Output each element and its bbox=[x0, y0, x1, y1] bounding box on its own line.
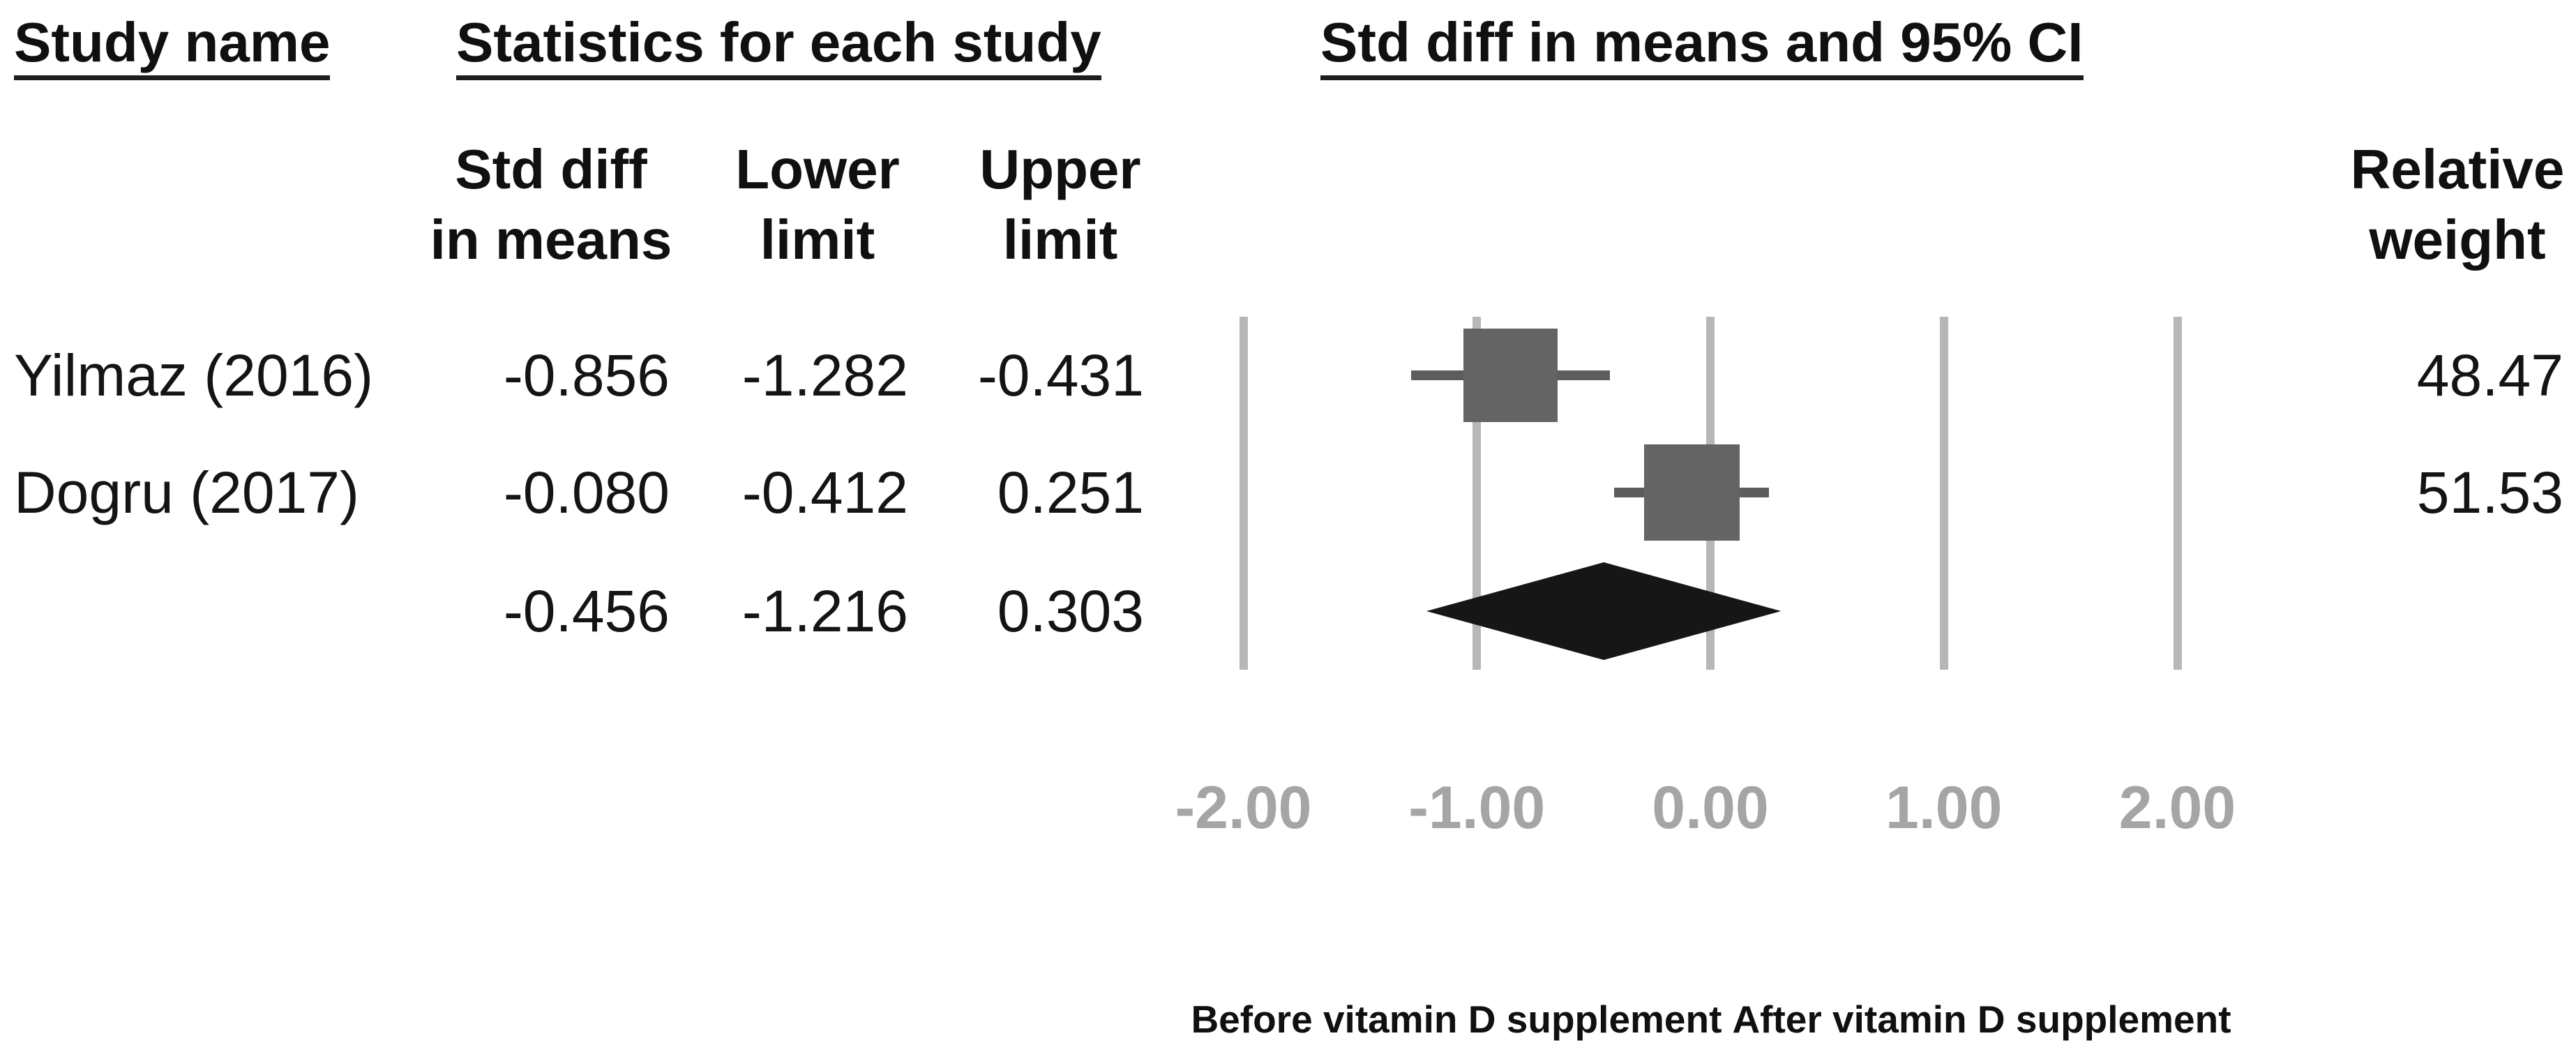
summary-upper-limit-value: 0.303 bbox=[997, 578, 1144, 644]
std-diff-value: -0.080 bbox=[503, 460, 670, 525]
study-name-label: Dogru (2017) bbox=[14, 460, 359, 525]
lower-limit-value: -1.282 bbox=[741, 343, 908, 408]
upper-limit-value: 0.251 bbox=[997, 460, 1144, 525]
relative-weight-value: 51.53 bbox=[2416, 460, 2563, 525]
lower-limit-value: -0.412 bbox=[741, 460, 908, 525]
column-header-upper-limit: Upper limit bbox=[979, 138, 1141, 271]
axis-gridline bbox=[1239, 317, 1248, 670]
effect-square-marker bbox=[1463, 328, 1558, 423]
axis-gridline bbox=[2173, 317, 2182, 670]
effect-square-marker bbox=[1643, 444, 1740, 541]
study-name-label: Yilmaz (2016) bbox=[14, 343, 374, 408]
axis-tick-label: 2.00 bbox=[2118, 774, 2236, 841]
relative-weight-value: 48.47 bbox=[2416, 343, 2563, 408]
column-group-header-statistics: Statistics for each study bbox=[456, 10, 1101, 80]
column-header-std-diff-in-means: Std diff in means bbox=[430, 138, 672, 271]
summary-lower-limit-value: -1.216 bbox=[741, 578, 908, 644]
axis-gridline bbox=[1939, 317, 1948, 670]
axis-direction-label-right: After vitamin D supplement bbox=[1732, 998, 2231, 1041]
summary-std-diff-value: -0.456 bbox=[503, 578, 670, 644]
column-header-relative-weight: Relative weight bbox=[2350, 138, 2565, 271]
axis-tick-label: 0.00 bbox=[1652, 774, 1769, 841]
std-diff-value: -0.856 bbox=[503, 343, 670, 408]
column-group-header-study-name: Study name bbox=[14, 10, 331, 80]
axis-direction-label-left: Before vitamin D supplement bbox=[1191, 998, 1722, 1041]
axis-tick-label: -2.00 bbox=[1175, 774, 1312, 841]
column-header-lower-limit: Lower limit bbox=[735, 138, 900, 271]
plot-title-std-diff-95ci: Std diff in means and 95% CI bbox=[1320, 10, 2084, 80]
axis-direction-labels: Before vitamin D supplement After vitamin… bbox=[874, 998, 2548, 1041]
upper-limit-value: -0.431 bbox=[977, 343, 1144, 408]
axis-tick-label: -1.00 bbox=[1408, 774, 1546, 841]
axis-tick-label: 1.00 bbox=[1885, 774, 2003, 841]
